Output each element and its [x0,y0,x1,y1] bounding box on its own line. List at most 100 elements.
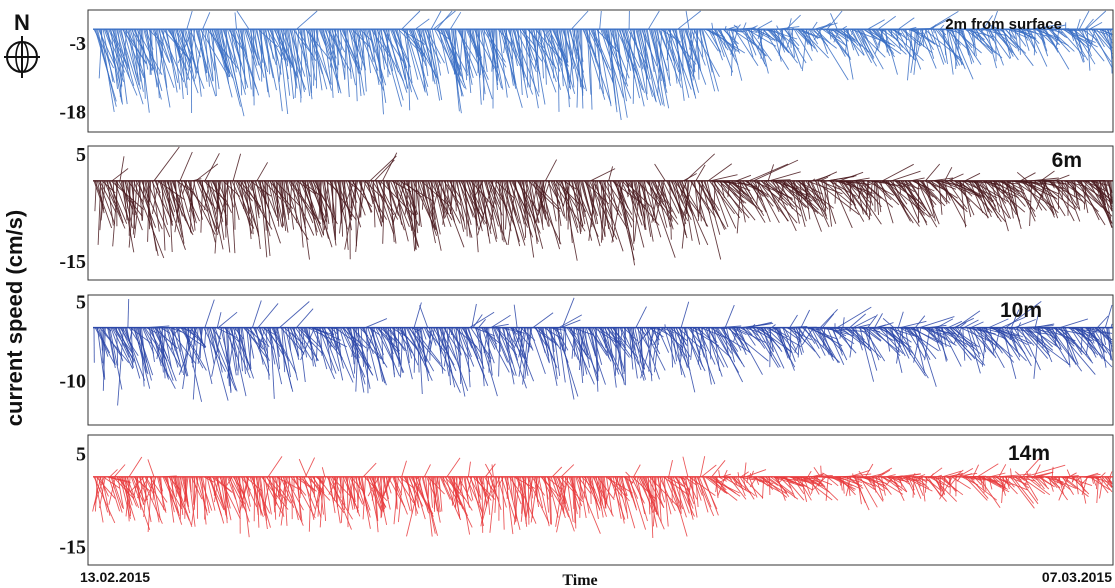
velocity-stick [567,180,570,230]
velocity-stick [514,476,517,519]
velocity-stick [978,476,1001,508]
velocity-stick [532,180,538,206]
velocity-stick [689,29,696,63]
velocity-stick [756,180,760,205]
velocity-stick [1054,327,1058,346]
velocity-stick [1108,327,1113,352]
velocity-stick [371,476,377,501]
velocity-stick [207,29,214,82]
velocity-stick [199,180,216,243]
velocity-stick [982,15,993,30]
velocity-stick [1080,180,1100,221]
velocity-stick [889,476,902,484]
velocity-stick [491,180,502,233]
velocity-stick [611,180,624,243]
velocity-stick [874,29,885,55]
velocity-stick [998,327,1021,361]
velocity-stick [1096,180,1113,228]
velocity-stick [328,476,339,495]
velocity-stick [274,327,279,336]
velocity-stick [129,29,146,79]
velocity-stick [777,180,786,203]
velocity-stick [1017,180,1036,218]
velocity-stick [996,476,1006,486]
velocity-stick [644,29,648,95]
velocity-stick [491,29,495,72]
velocity-stick [718,476,731,484]
velocity-stick [159,29,165,75]
velocity-stick [294,29,300,99]
panel-6m: 5 -15 6m [59,144,1114,281]
velocity-stick [627,180,630,198]
velocity-stick [648,29,668,94]
velocity-stick [816,327,835,361]
velocity-stick [1062,327,1094,364]
velocity-stick [198,29,208,73]
velocity-stick [477,29,481,74]
velocity-stick [791,476,805,495]
velocity-stick [469,311,495,328]
velocity-stick [863,327,878,371]
velocity-stick [983,476,987,492]
velocity-stick [593,327,618,344]
velocity-stick [1043,327,1060,344]
velocity-stick [760,327,774,353]
velocity-stick [366,327,369,394]
velocity-stick [427,476,430,512]
velocity-stick [1002,476,1008,492]
velocity-stick [328,29,334,98]
velocity-stick [316,476,327,506]
velocity-stick [1016,180,1036,222]
velocity-stick [365,29,372,74]
velocity-stick [775,29,786,53]
velocity-stick [213,476,216,496]
velocity-stick [769,28,790,53]
velocity-stick [849,180,852,212]
velocity-stick [832,28,848,47]
velocity-stick [96,180,105,214]
velocity-stick [204,153,220,182]
velocity-stick [231,327,238,371]
velocity-stick [719,180,743,213]
velocity-stick [220,29,241,107]
velocity-stick [406,476,422,537]
velocity-stick [249,327,252,370]
velocity-stick [701,464,717,478]
velocity-stick [471,303,477,328]
velocity-stick [849,313,866,328]
velocity-stick [797,476,812,501]
velocity-stick [902,476,909,482]
velocity-stick [270,327,275,399]
velocity-stick [449,180,455,215]
velocity-stick [728,476,747,500]
velocity-stick [831,180,853,229]
velocity-stick [524,327,532,379]
velocity-stick [930,180,947,203]
velocity-stick [928,11,959,30]
velocity-stick [170,180,178,217]
velocity-stick [953,317,974,329]
velocity-stick [573,327,576,357]
velocity-stick [885,29,888,53]
velocity-stick [718,28,739,66]
velocity-stick [671,327,678,362]
velocity-stick [437,327,444,374]
velocity-stick [215,180,222,215]
velocity-stick [1052,180,1075,222]
velocity-stick [372,327,384,356]
panel-depth-label: 2m from surface [945,16,1062,33]
velocity-stick [470,476,485,527]
velocity-stick [1107,327,1112,360]
velocity-stick [422,476,436,534]
velocity-stick [472,180,479,253]
velocity-stick [925,163,941,182]
velocity-stick [749,327,766,349]
velocity-stick [489,180,498,230]
velocity-stick [780,180,810,210]
velocity-stick [444,180,456,222]
velocity-stick [739,476,755,500]
velocity-stick [966,327,981,374]
velocity-stick [472,476,496,500]
velocity-stick [1066,476,1069,483]
velocity-stick [367,327,387,386]
